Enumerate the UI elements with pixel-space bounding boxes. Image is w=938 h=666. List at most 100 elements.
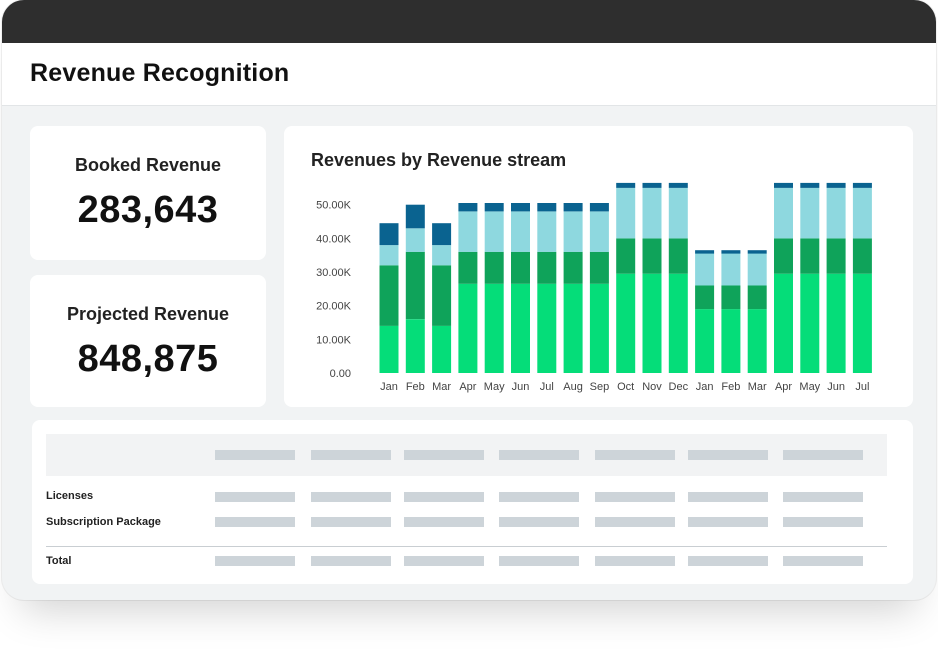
bar-segment[interactable]: [695, 309, 715, 373]
bar-segment[interactable]: [800, 238, 820, 274]
bar-segment[interactable]: [721, 250, 741, 254]
placeholder-cell: [595, 450, 675, 460]
bar-segment[interactable]: [774, 273, 793, 373]
x-tick-label: Jun: [512, 381, 530, 393]
bar-segment[interactable]: [642, 182, 662, 188]
bar-segment[interactable]: [563, 203, 583, 212]
bar-segment[interactable]: [537, 211, 557, 252]
bar-segment[interactable]: [563, 211, 583, 252]
bar-segment[interactable]: [695, 253, 715, 286]
bar-segment[interactable]: [537, 283, 557, 373]
bar-segment[interactable]: [852, 273, 872, 373]
placeholder-cell: [499, 556, 579, 566]
bar-segment[interactable]: [616, 187, 636, 239]
bar-segment[interactable]: [642, 238, 662, 274]
revenue-stream-chart: 0.00 10.00K 20.00K 30.00K 40.00K 50.00K Jan Feb…: [316, 182, 872, 393]
x-tick-label: Oct: [617, 381, 634, 393]
y-tick-label: 40.00K: [316, 233, 352, 245]
bar-segment[interactable]: [405, 319, 425, 373]
bar-segment[interactable]: [721, 253, 741, 286]
x-tick-label: Sep: [590, 381, 610, 393]
bar-segment[interactable]: [747, 250, 767, 254]
bar-segment[interactable]: [432, 265, 452, 326]
projected-revenue-card: Projected Revenue 848,875: [30, 275, 266, 407]
bar-segment[interactable]: [511, 211, 530, 252]
bar-segment[interactable]: [589, 203, 609, 212]
bar-segment[interactable]: [537, 203, 557, 212]
bar-segment[interactable]: [458, 283, 478, 373]
placeholder-cell: [595, 556, 675, 566]
bar-segment[interactable]: [668, 273, 688, 373]
bar-segment[interactable]: [642, 187, 662, 239]
revenue-stream-chart-card: Revenues by Revenue stream 0.00 10.00K 20.…: [284, 126, 913, 407]
bar-segment[interactable]: [405, 204, 425, 229]
bar-segment[interactable]: [432, 245, 452, 266]
bar-segment[interactable]: [589, 211, 609, 252]
bar-segment[interactable]: [642, 273, 662, 373]
bar-segment[interactable]: [721, 309, 741, 373]
bar-segment[interactable]: [695, 285, 715, 310]
bar-segment[interactable]: [458, 211, 478, 252]
bar-segment[interactable]: [379, 325, 399, 373]
bar-segment[interactable]: [589, 283, 609, 373]
placeholder-cell: [215, 492, 295, 502]
bar-segment[interactable]: [826, 187, 846, 239]
bar-segment[interactable]: [589, 251, 609, 284]
bar-segment[interactable]: [379, 223, 399, 246]
placeholder-cell: [311, 556, 391, 566]
bar-segment[interactable]: [774, 238, 793, 274]
bar-segment[interactable]: [852, 187, 872, 239]
placeholder-cell: [783, 517, 863, 527]
x-tick-label: Jan: [380, 381, 398, 393]
chart-title: Revenues by Revenue stream: [311, 150, 567, 170]
bar-segment[interactable]: [826, 182, 846, 188]
bar-segment[interactable]: [616, 238, 636, 274]
bar-segment[interactable]: [432, 325, 452, 373]
bar-segment[interactable]: [405, 251, 425, 320]
bar-segment[interactable]: [668, 187, 688, 239]
bar-segment[interactable]: [458, 203, 478, 212]
bar-segment[interactable]: [695, 250, 715, 254]
bar-segment[interactable]: [511, 283, 530, 373]
page-header: Revenue Recognition: [2, 43, 936, 106]
bar-segment[interactable]: [826, 273, 846, 373]
bar-segment[interactable]: [458, 251, 478, 284]
bar-segment[interactable]: [774, 187, 793, 239]
bar-segment[interactable]: [405, 228, 425, 252]
bar-segment[interactable]: [537, 251, 557, 284]
bar-segment[interactable]: [563, 283, 583, 373]
placeholder-cell: [215, 517, 295, 527]
bar-segment[interactable]: [668, 238, 688, 274]
bar-segment[interactable]: [800, 182, 820, 188]
bar-segment[interactable]: [616, 182, 636, 188]
bar-segment[interactable]: [721, 285, 741, 310]
bar-segment[interactable]: [432, 223, 452, 246]
bar-segment[interactable]: [800, 273, 820, 373]
bar-segment[interactable]: [379, 265, 399, 326]
bar-segment[interactable]: [852, 238, 872, 274]
bar-segment[interactable]: [800, 187, 820, 239]
bar-segment[interactable]: [668, 182, 688, 188]
bar-segment[interactable]: [826, 238, 846, 274]
bar-segment[interactable]: [511, 251, 530, 284]
placeholder-cell: [688, 492, 768, 502]
bar-segment[interactable]: [484, 251, 504, 284]
bar-segment[interactable]: [484, 283, 504, 373]
placeholder-cell: [499, 450, 579, 460]
placeholder-cell: [215, 556, 295, 566]
bar-segment[interactable]: [616, 273, 636, 373]
bar-segment[interactable]: [563, 251, 583, 284]
bar-segment[interactable]: [379, 245, 399, 266]
bar-segment[interactable]: [747, 285, 767, 310]
y-tick-label: 10.00K: [316, 334, 352, 346]
bar-segment[interactable]: [747, 253, 767, 286]
bar-segment[interactable]: [511, 203, 530, 212]
bar-segment[interactable]: [852, 182, 872, 188]
table-divider: [46, 546, 887, 547]
placeholder-cell: [311, 517, 391, 527]
bar-segment[interactable]: [747, 309, 767, 373]
bar-segment[interactable]: [484, 211, 504, 252]
bar-segment[interactable]: [774, 182, 793, 188]
x-tick-label: Jan: [696, 381, 714, 393]
bar-segment[interactable]: [484, 203, 504, 212]
